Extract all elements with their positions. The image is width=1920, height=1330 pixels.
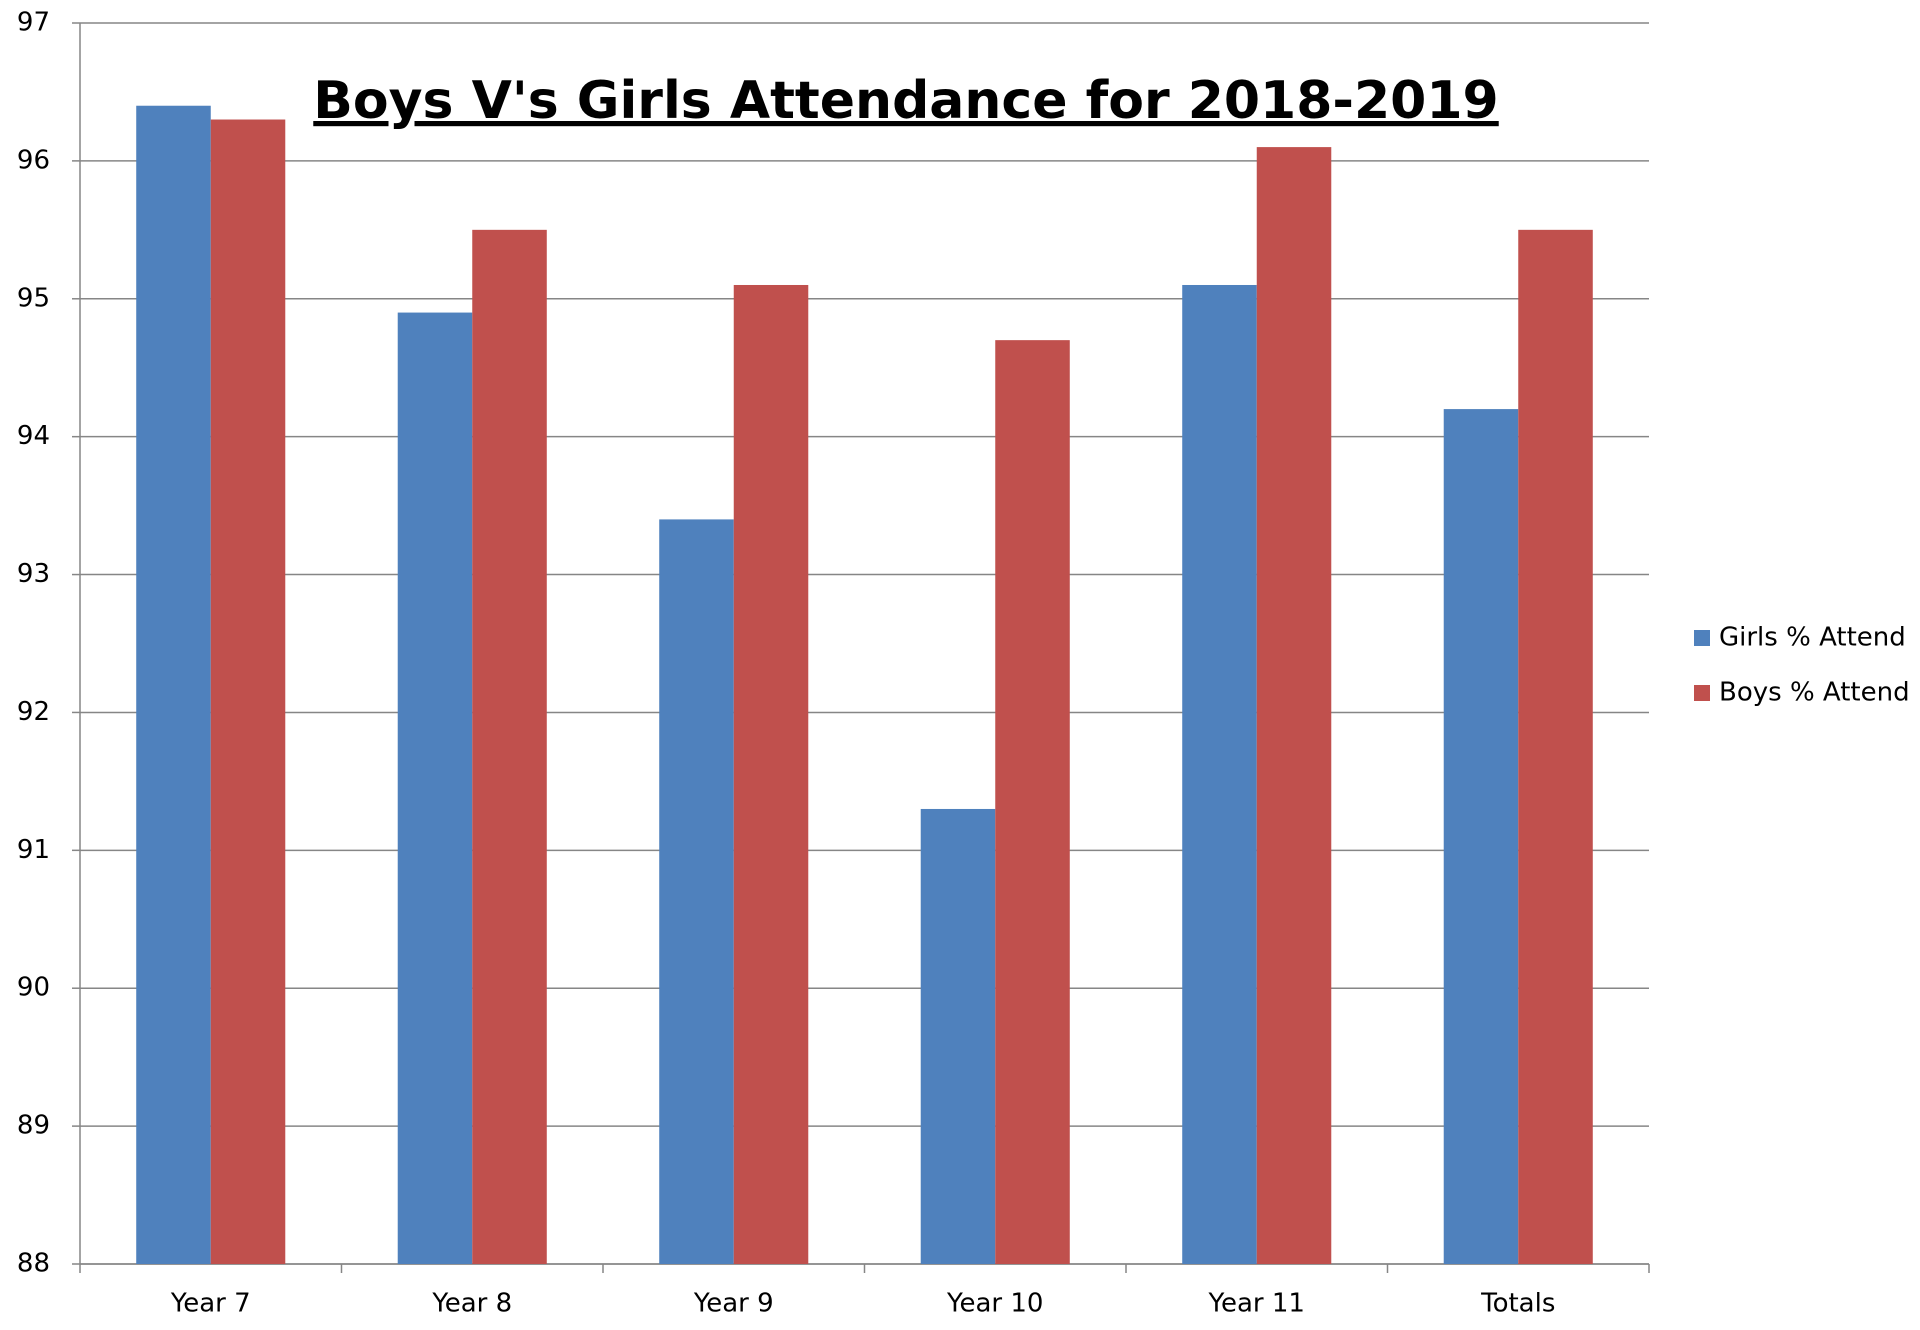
- x-tick-label: Year 8: [431, 1289, 512, 1319]
- bar: [397, 312, 473, 1265]
- bar: [733, 284, 809, 1264]
- bar: [472, 229, 547, 1264]
- x-tick-label: Year 9: [693, 1289, 774, 1319]
- x-tick-label: Year 10: [946, 1289, 1043, 1319]
- legend-label: Girls % Attend: [1719, 623, 1906, 653]
- bar: [210, 119, 286, 1265]
- y-tick-label: 97: [17, 8, 50, 38]
- y-tick-label: 95: [17, 283, 50, 313]
- bar: [1256, 147, 1332, 1265]
- bar: [1518, 229, 1593, 1264]
- bar: [659, 519, 734, 1264]
- bar: [920, 808, 996, 1264]
- y-tick-label: 94: [17, 421, 50, 451]
- y-tick-label: 93: [17, 559, 50, 589]
- y-tick-label: 88: [17, 1249, 50, 1279]
- bar: [136, 105, 211, 1265]
- legend-swatch: [1694, 685, 1710, 701]
- bar: [1443, 409, 1519, 1265]
- y-tick-label: 90: [17, 973, 50, 1003]
- y-tick-label: 91: [17, 835, 50, 865]
- chart-title: Boys V's Girls Attendance for 2018-2019: [313, 71, 1498, 131]
- x-tick-label: Totals: [1480, 1289, 1555, 1319]
- bar: [1182, 284, 1257, 1264]
- y-tick-label: 92: [17, 697, 50, 727]
- x-tick-label: Year 7: [170, 1289, 251, 1319]
- bar: [995, 340, 1070, 1265]
- legend-swatch: [1694, 630, 1710, 646]
- x-tick-label: Year 11: [1208, 1289, 1305, 1319]
- y-tick-label: 89: [17, 1111, 50, 1141]
- legend-label: Boys % Attend: [1719, 678, 1910, 708]
- y-tick-label: 96: [17, 145, 50, 175]
